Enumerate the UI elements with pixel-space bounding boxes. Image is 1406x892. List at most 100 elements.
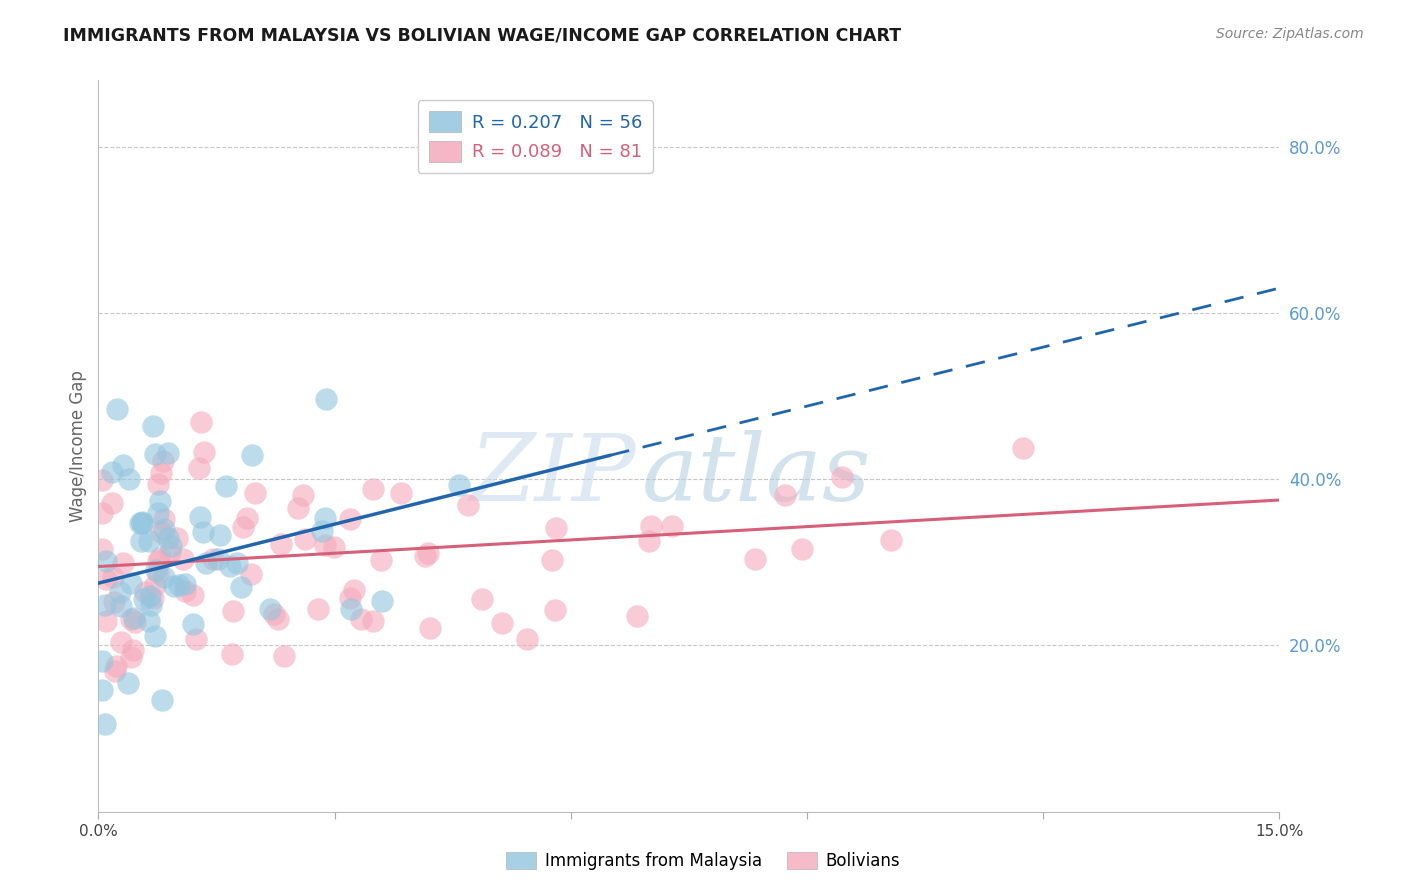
Point <box>145 563 167 577</box>
Point <box>122 611 145 625</box>
Point <box>120 612 142 626</box>
Point <box>263 607 285 621</box>
Point <box>880 533 903 548</box>
Point <box>122 643 145 657</box>
Point <box>101 465 124 479</box>
Point <box>239 566 262 581</box>
Point <box>143 578 166 592</box>
Point <box>638 533 661 548</box>
Point <box>142 419 165 434</box>
Point <box>157 446 180 460</box>
Point <box>626 609 648 624</box>
Point <box>174 577 197 591</box>
Point <box>132 592 155 607</box>
Point <box>1012 441 1035 455</box>
Point <box>128 516 150 530</box>
Point <box>240 449 263 463</box>
Point <box>134 585 156 599</box>
Point <box>370 593 392 607</box>
Point <box>152 454 174 468</box>
Point <box>225 556 247 570</box>
Point <box>349 612 371 626</box>
Point <box>131 515 153 529</box>
Point <box>267 612 290 626</box>
Y-axis label: Wage/Income Gap: Wage/Income Gap <box>69 370 87 522</box>
Point <box>744 552 766 566</box>
Point <box>162 578 184 592</box>
Point <box>146 506 169 520</box>
Point <box>773 488 796 502</box>
Point <box>314 511 336 525</box>
Point <box>118 471 141 485</box>
Point <box>112 458 135 472</box>
Point <box>191 525 214 540</box>
Point <box>361 615 384 629</box>
Point <box>287 501 309 516</box>
Point <box>181 588 204 602</box>
Point <box>91 506 114 520</box>
Point <box>94 554 117 568</box>
Point <box>120 575 142 590</box>
Point <box>149 525 172 540</box>
Point <box>188 509 211 524</box>
Point <box>307 602 329 616</box>
Point <box>110 599 132 614</box>
Point <box>166 531 188 545</box>
Point <box>91 542 114 557</box>
Point <box>138 614 160 628</box>
Point <box>96 614 118 628</box>
Point <box>139 589 162 603</box>
Point <box>471 592 494 607</box>
Point <box>190 415 212 429</box>
Point <box>94 598 117 612</box>
Point <box>291 488 314 502</box>
Point <box>413 549 436 564</box>
Point <box>447 478 470 492</box>
Point <box>516 632 538 647</box>
Point <box>174 584 197 599</box>
Point <box>146 477 169 491</box>
Point <box>112 556 135 570</box>
Point <box>167 578 190 592</box>
Point <box>149 494 172 508</box>
Point <box>108 585 131 599</box>
Point <box>152 512 174 526</box>
Point <box>544 603 567 617</box>
Point <box>91 473 114 487</box>
Point <box>231 580 253 594</box>
Point <box>294 532 316 546</box>
Text: ZIP: ZIP <box>470 430 636 520</box>
Point <box>640 518 662 533</box>
Point <box>419 621 441 635</box>
Point <box>148 566 170 581</box>
Point <box>236 511 259 525</box>
Point <box>117 676 139 690</box>
Text: Source: ZipAtlas.com: Source: ZipAtlas.com <box>1216 27 1364 41</box>
Point <box>131 534 153 549</box>
Point <box>91 683 114 698</box>
Point <box>159 545 181 559</box>
Point <box>215 479 238 493</box>
Point <box>201 552 224 566</box>
Point <box>145 448 167 462</box>
Point <box>172 551 194 566</box>
Point <box>110 635 132 649</box>
Point <box>153 522 176 536</box>
Legend: Immigrants from Malaysia, Bolivians: Immigrants from Malaysia, Bolivians <box>499 845 907 877</box>
Point <box>104 658 127 673</box>
Point <box>124 615 146 630</box>
Point <box>187 460 209 475</box>
Point <box>343 582 366 597</box>
Point <box>103 570 125 584</box>
Point <box>370 553 392 567</box>
Text: IMMIGRANTS FROM MALAYSIA VS BOLIVIAN WAGE/INCOME GAP CORRELATION CHART: IMMIGRANTS FROM MALAYSIA VS BOLIVIAN WAG… <box>63 27 901 45</box>
Point <box>259 602 281 616</box>
Point <box>100 496 122 510</box>
Point <box>273 648 295 663</box>
Text: atlas: atlas <box>641 430 872 520</box>
Point <box>150 693 173 707</box>
Point <box>323 540 346 554</box>
Point <box>94 572 117 586</box>
Point <box>131 516 153 531</box>
Point <box>831 470 853 484</box>
